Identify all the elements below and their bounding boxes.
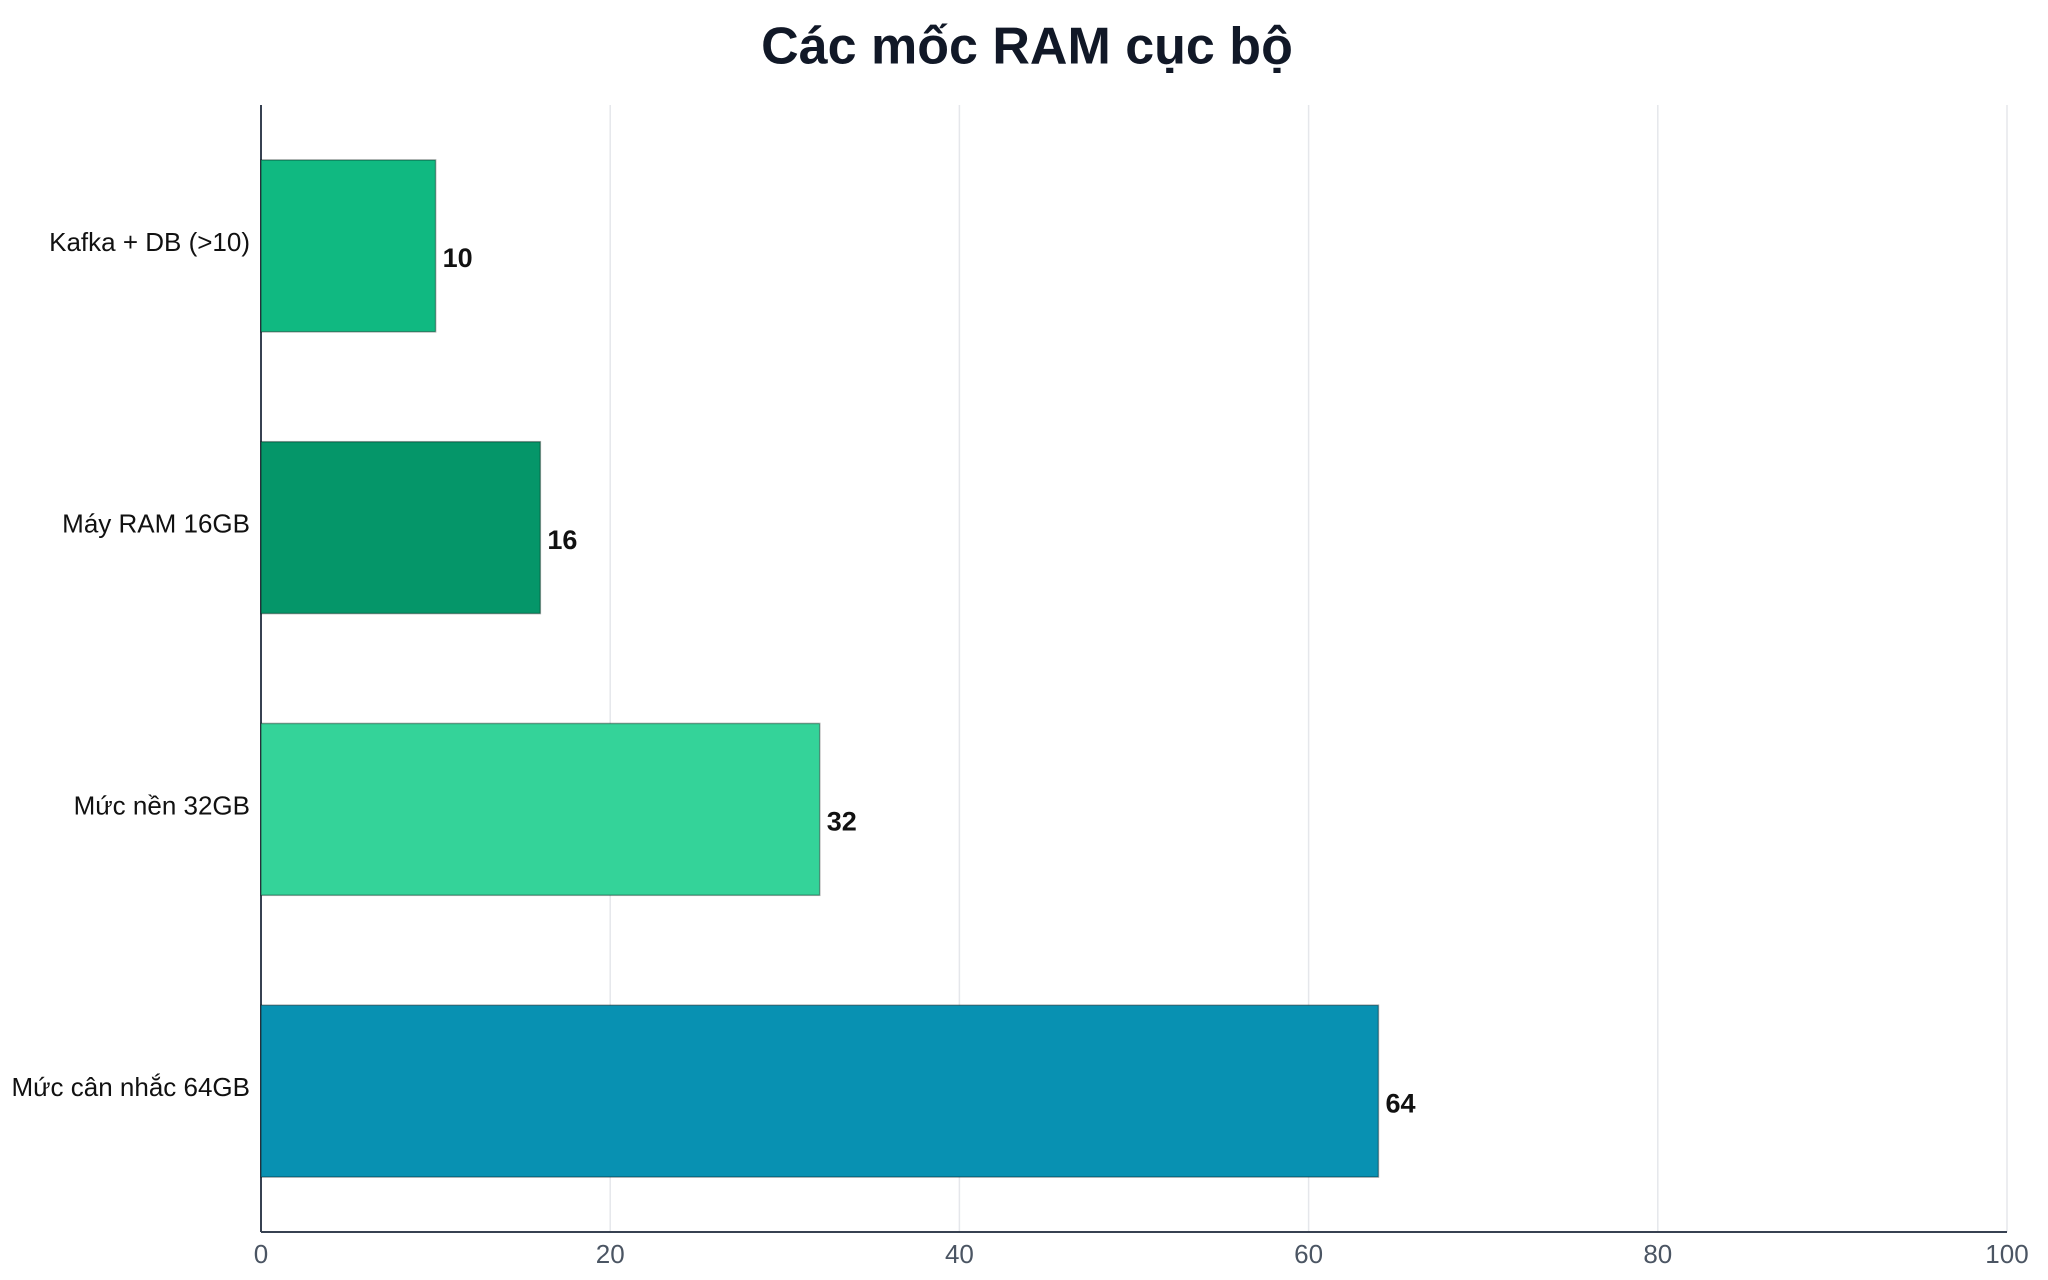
y-tick-label: Máy RAM 16GB [62,509,250,539]
value-label: 32 [827,807,857,837]
bar [260,722,821,897]
y-tick-label: Mức cân nhắc 64GB [11,1072,250,1102]
y-tick-label: Kafka + DB (>10) [49,227,250,257]
value-label: 64 [1385,1088,1415,1118]
x-tick-label: 40 [945,1239,974,1269]
x-tick-label: 60 [1294,1239,1323,1269]
bar [260,159,437,333]
x-tick-label: 80 [1643,1239,1672,1269]
x-tick-label: 100 [1985,1239,2028,1269]
value-label: 10 [443,243,473,273]
y-tick-label: Mức nền 32GB [74,790,250,820]
chart-title: Các mốc RAM cục bộ [761,18,1293,76]
bar [260,440,542,615]
x-tick-label: 20 [596,1239,625,1269]
x-tick-label: 0 [254,1239,268,1269]
value-label: 16 [547,525,577,555]
bar [260,1004,1380,1178]
